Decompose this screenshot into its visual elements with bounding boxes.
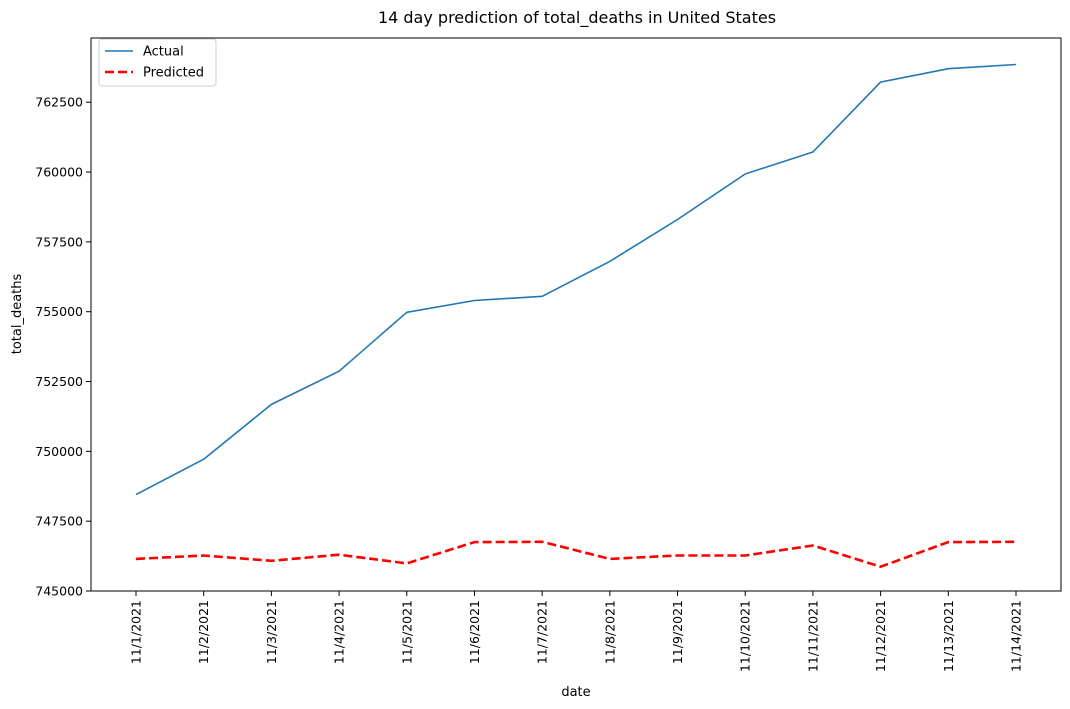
y-tick-label: 750000 [35,444,83,459]
y-tick-label: 752500 [35,374,83,389]
x-tick-label: 11/4/2021 [332,600,347,664]
x-tick-label: 11/9/2021 [670,600,685,664]
x-tick-label: 11/14/2021 [1009,600,1024,672]
y-tick-label: 762500 [35,95,83,110]
y-axis: 745000 747500 750000 752500 755000 757500 7600… [35,95,91,599]
y-axis-title: total_deaths [10,274,25,355]
legend-label-actual: Actual [143,45,184,60]
x-tick-label: 11/11/2021 [805,600,820,672]
x-tick-label: 11/12/2021 [873,600,888,672]
y-tick-label: 755000 [35,304,83,319]
x-tick-label: 11/1/2021 [129,600,144,664]
plot-area-frame [90,37,1062,592]
series-line-actual [135,63,1017,496]
legend: Actual Predicted [98,38,217,87]
x-tick-label: 11/5/2021 [399,600,414,664]
y-tick-label: 745000 [35,584,83,599]
y-tick-label: 747500 [35,514,83,529]
y-tick-label: 757500 [35,234,83,249]
x-tick-label: 11/2/2021 [196,600,211,664]
x-tick-label: 11/13/2021 [941,600,956,672]
x-tick-label: 11/3/2021 [264,600,279,664]
series-layer [135,63,1017,569]
x-tick-label: 11/6/2021 [467,600,482,664]
chart-title: 14 day prediction of total_deaths in Uni… [378,8,776,28]
x-tick-label: 11/8/2021 [602,600,617,664]
x-axis-title: date [561,685,590,700]
legend-label-predicted: Predicted [143,66,204,81]
x-tick-label: 11/7/2021 [535,600,550,664]
x-tick-label: 11/10/2021 [738,600,753,672]
y-tick-label: 760000 [35,165,83,180]
x-axis: 11/1/2021 11/2/2021 11/3/2021 11/4/2021 11/5… [129,591,1024,672]
series-line-predicted [135,540,1017,569]
